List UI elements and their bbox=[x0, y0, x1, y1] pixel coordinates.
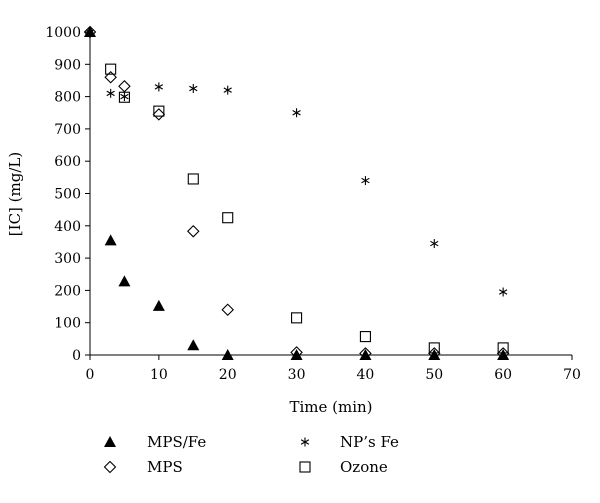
tick-labels: 0 10 20 30 40 50 60 700100200300400500600700800… bbox=[45, 25, 581, 383]
data-point-mps-fe bbox=[497, 349, 510, 360]
data-point-np-s-fe bbox=[292, 108, 301, 118]
data-point-ozone bbox=[222, 212, 234, 224]
data-point-mps-fe bbox=[428, 349, 441, 360]
data-point-ozone bbox=[497, 342, 509, 354]
x-tick-label: 20 bbox=[219, 367, 237, 383]
data-point-mps bbox=[290, 346, 303, 359]
legend-label-nps-fe: NP’s Fe bbox=[340, 433, 399, 451]
data-point-np-s-fe bbox=[85, 27, 95, 37]
y-tick-label: 500 bbox=[54, 187, 81, 203]
legend-label-mps-fe: MPS/Fe bbox=[147, 433, 206, 451]
x-tick-label: 50 bbox=[425, 367, 443, 383]
x-tick-label: 0 bbox=[86, 367, 95, 383]
legend-label-mps: MPS bbox=[147, 458, 183, 476]
data-point-mps bbox=[496, 347, 510, 360]
data-point-mps-fe bbox=[187, 339, 200, 351]
data-point-mps-fe bbox=[221, 349, 234, 360]
y-tick-label: 1000 bbox=[45, 25, 81, 41]
data-point-ozone bbox=[153, 105, 165, 117]
data-point-ozone bbox=[187, 173, 199, 185]
data-point-mps-fe bbox=[152, 299, 165, 311]
data-point-mps bbox=[187, 225, 200, 238]
legend-marker-triangle bbox=[104, 436, 116, 447]
y-tick-label: 600 bbox=[54, 154, 81, 170]
data-point-mps bbox=[221, 303, 234, 317]
legend: MPS/Fe NP’s Fe MPS Ozone bbox=[103, 433, 399, 476]
y-axis-label: [IC] (mg/L) bbox=[6, 152, 24, 236]
data-points bbox=[83, 25, 510, 360]
y-tick-label: 100 bbox=[54, 316, 81, 332]
data-point-mps-fe bbox=[118, 275, 131, 287]
data-point-mps-fe bbox=[290, 349, 303, 360]
legend-item-ozone: Ozone bbox=[299, 458, 388, 476]
data-point-np-s-fe bbox=[361, 176, 370, 186]
y-tick-label: 900 bbox=[54, 57, 81, 73]
data-point-np-s-fe bbox=[498, 287, 508, 297]
x-tick-label: 60 bbox=[494, 367, 512, 383]
data-point-mps bbox=[359, 347, 372, 360]
data-point-mps bbox=[428, 347, 441, 360]
legend-label-ozone: Ozone bbox=[340, 458, 388, 476]
data-point-mps bbox=[152, 108, 166, 121]
x-tick-label: 30 bbox=[288, 367, 306, 383]
legend-marker-asterisk bbox=[300, 437, 310, 447]
data-point-np-s-fe bbox=[106, 88, 115, 98]
data-point-mps-fe bbox=[104, 234, 117, 246]
y-tick-label: 700 bbox=[54, 122, 81, 138]
y-tick-label: 400 bbox=[54, 219, 81, 235]
legend-marker-square bbox=[299, 461, 311, 473]
legend-marker-asterisk bbox=[300, 437, 310, 447]
y-tick-label: 0 bbox=[72, 348, 81, 364]
data-point-ozone bbox=[359, 331, 371, 343]
data-point-mps bbox=[104, 70, 117, 84]
x-tick-label: 70 bbox=[563, 367, 581, 383]
legend-item-nps-fe: NP’s Fe bbox=[300, 433, 399, 451]
data-point-np-s-fe bbox=[120, 92, 129, 102]
data-point-np-s-fe bbox=[430, 239, 439, 249]
y-tick-label: 200 bbox=[54, 283, 81, 299]
y-tick-label: 800 bbox=[54, 90, 81, 106]
data-point-np-s-fe bbox=[223, 85, 232, 95]
legend-marker-square bbox=[299, 461, 311, 473]
data-point-mps bbox=[118, 79, 131, 93]
legend-marker-triangle bbox=[104, 436, 116, 447]
data-point-ozone bbox=[291, 312, 303, 324]
data-point-mps bbox=[83, 25, 97, 39]
y-tick-label: 300 bbox=[54, 251, 81, 267]
x-tick-label: 40 bbox=[357, 367, 375, 383]
data-point-np-s-fe bbox=[154, 82, 164, 92]
legend-marker-diamond bbox=[103, 460, 117, 474]
data-point-ozone bbox=[118, 91, 130, 103]
legend-item-mps-fe: MPS/Fe bbox=[104, 433, 206, 451]
legend-marker-diamond bbox=[103, 460, 117, 474]
x-tick-label: 10 bbox=[150, 367, 168, 383]
data-point-mps-fe bbox=[359, 349, 372, 360]
legend-item-mps: MPS bbox=[103, 458, 183, 476]
data-point-ozone bbox=[428, 342, 440, 354]
data-point-ozone bbox=[105, 63, 117, 75]
x-axis-label: Time (min) bbox=[289, 398, 372, 416]
data-point-np-s-fe bbox=[189, 84, 198, 94]
